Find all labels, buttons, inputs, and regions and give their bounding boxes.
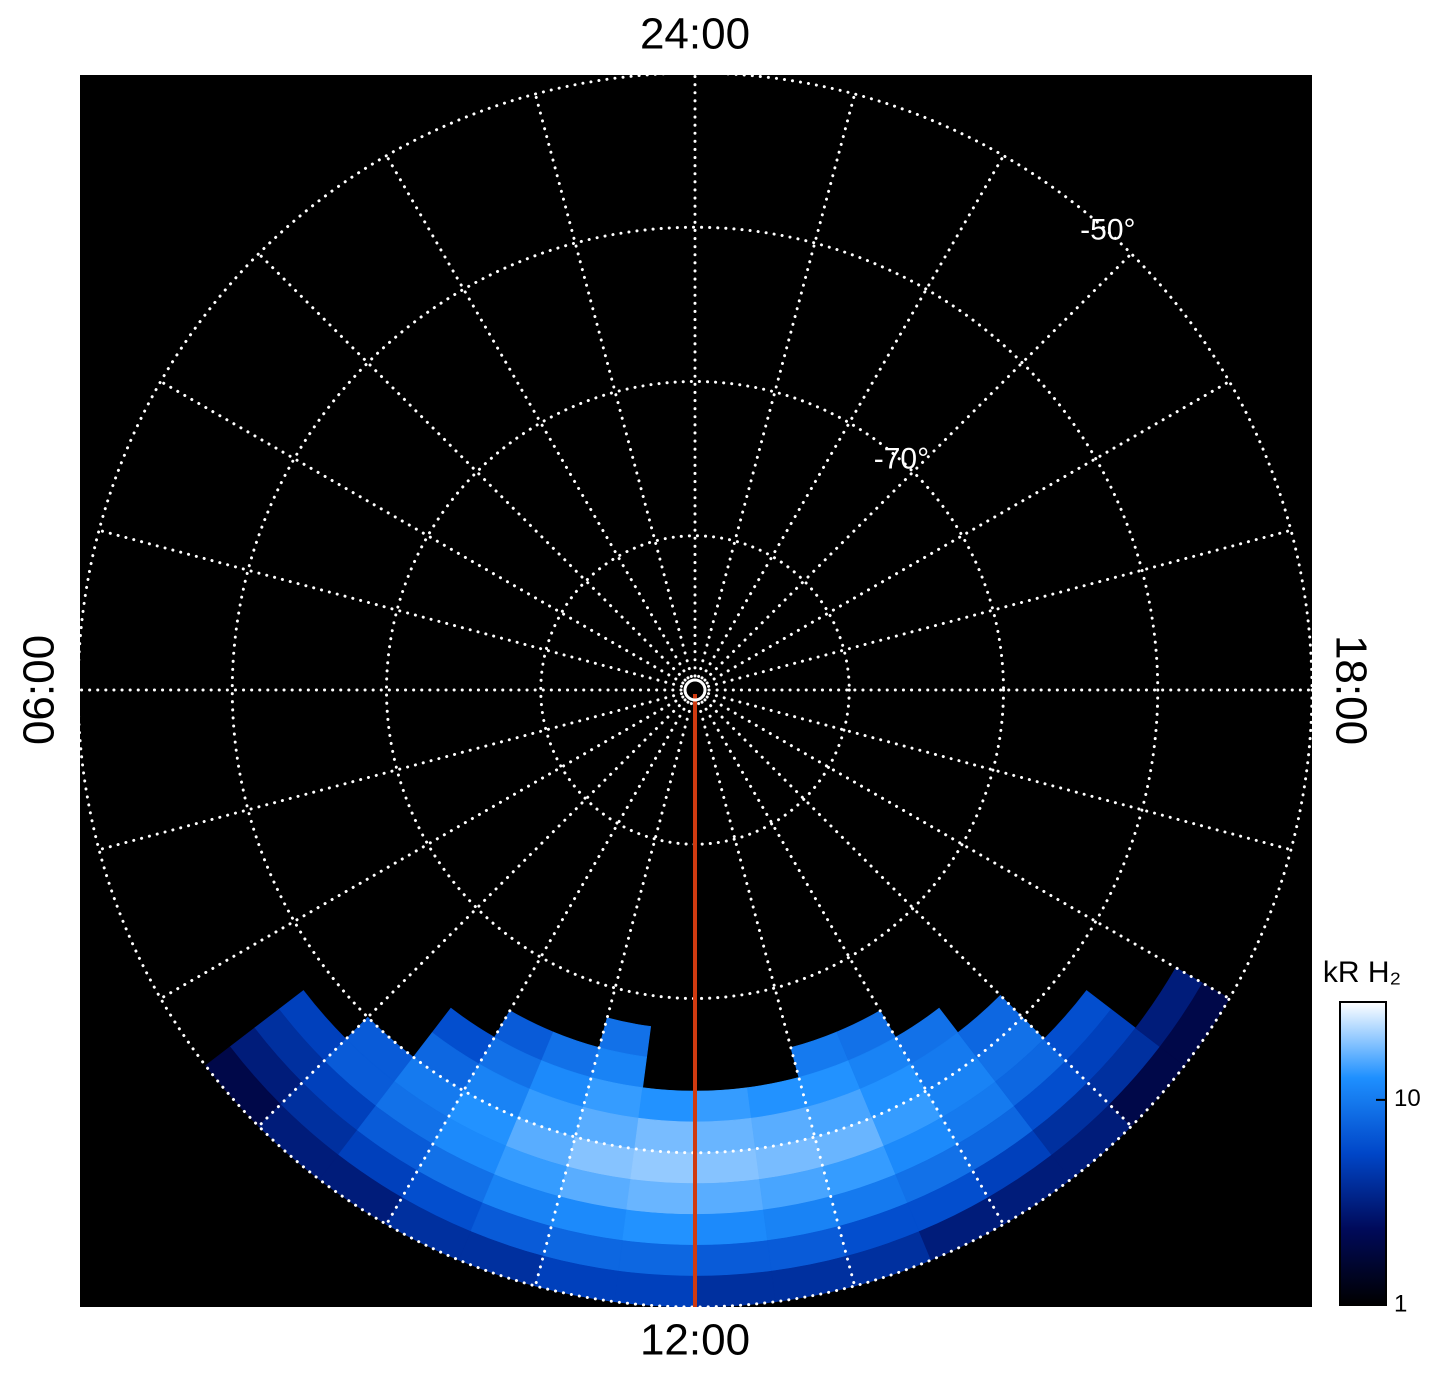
emission-cell	[622, 1209, 696, 1246]
emission-cell	[634, 1117, 696, 1154]
local-time-line	[700, 154, 1005, 680]
emission-cell	[694, 1240, 772, 1277]
emission-cell	[626, 1179, 696, 1215]
local-time-line	[385, 700, 690, 1226]
local-time-line	[700, 700, 1005, 1226]
local-time-line	[533, 92, 693, 678]
pole-marker	[683, 678, 707, 702]
local-time-line	[705, 380, 1231, 685]
local-time-line	[707, 692, 1293, 852]
local-time-line	[697, 92, 857, 678]
latitude-label: -50°	[1080, 213, 1135, 246]
local-time-line	[385, 154, 690, 680]
local-time-line	[533, 702, 693, 1288]
local-time-label: 24:00	[640, 10, 750, 59]
latitude-label: -70°	[874, 443, 929, 476]
latitude-circle	[385, 380, 1005, 1000]
emission-cell	[694, 1209, 768, 1246]
emission-cell	[694, 1087, 752, 1123]
emission-cell	[694, 1148, 760, 1184]
local-time-label: 12:00	[640, 1316, 750, 1365]
emission-cell	[638, 1087, 696, 1123]
local-time-line	[97, 528, 683, 688]
emission-cell	[694, 1117, 756, 1154]
emission-cell	[1159, 982, 1230, 1067]
local-time-line	[703, 252, 1133, 682]
emission-cell	[694, 1179, 764, 1215]
local-time-line	[97, 692, 683, 852]
local-time-line	[703, 698, 1133, 1128]
emission-cell	[618, 1240, 696, 1277]
colorbar	[1339, 1001, 1387, 1306]
local-time-line	[159, 380, 685, 685]
local-time-line	[257, 252, 687, 682]
local-time-label: 06:00	[15, 635, 64, 745]
local-time-line	[697, 702, 857, 1288]
colorbar-label: kR H₂	[1323, 956, 1401, 989]
emission-cell	[614, 1270, 696, 1307]
latitude-circle	[230, 225, 1160, 1155]
local-time-line	[705, 695, 1231, 1000]
local-time-label: 18:00	[1326, 635, 1375, 745]
local-time-line	[257, 698, 687, 1128]
local-time-line	[707, 528, 1293, 688]
colorbar-tick-label: 1	[1394, 1290, 1407, 1317]
emission-cell	[694, 1270, 776, 1307]
colorbar-tick-label: 10	[1394, 1085, 1421, 1112]
emission-map	[205, 967, 1230, 1307]
labels: 24:00 06:00 18:00 12:00 -70° -50° 1 10	[15, 10, 1421, 1365]
local-time-line	[159, 695, 685, 1000]
